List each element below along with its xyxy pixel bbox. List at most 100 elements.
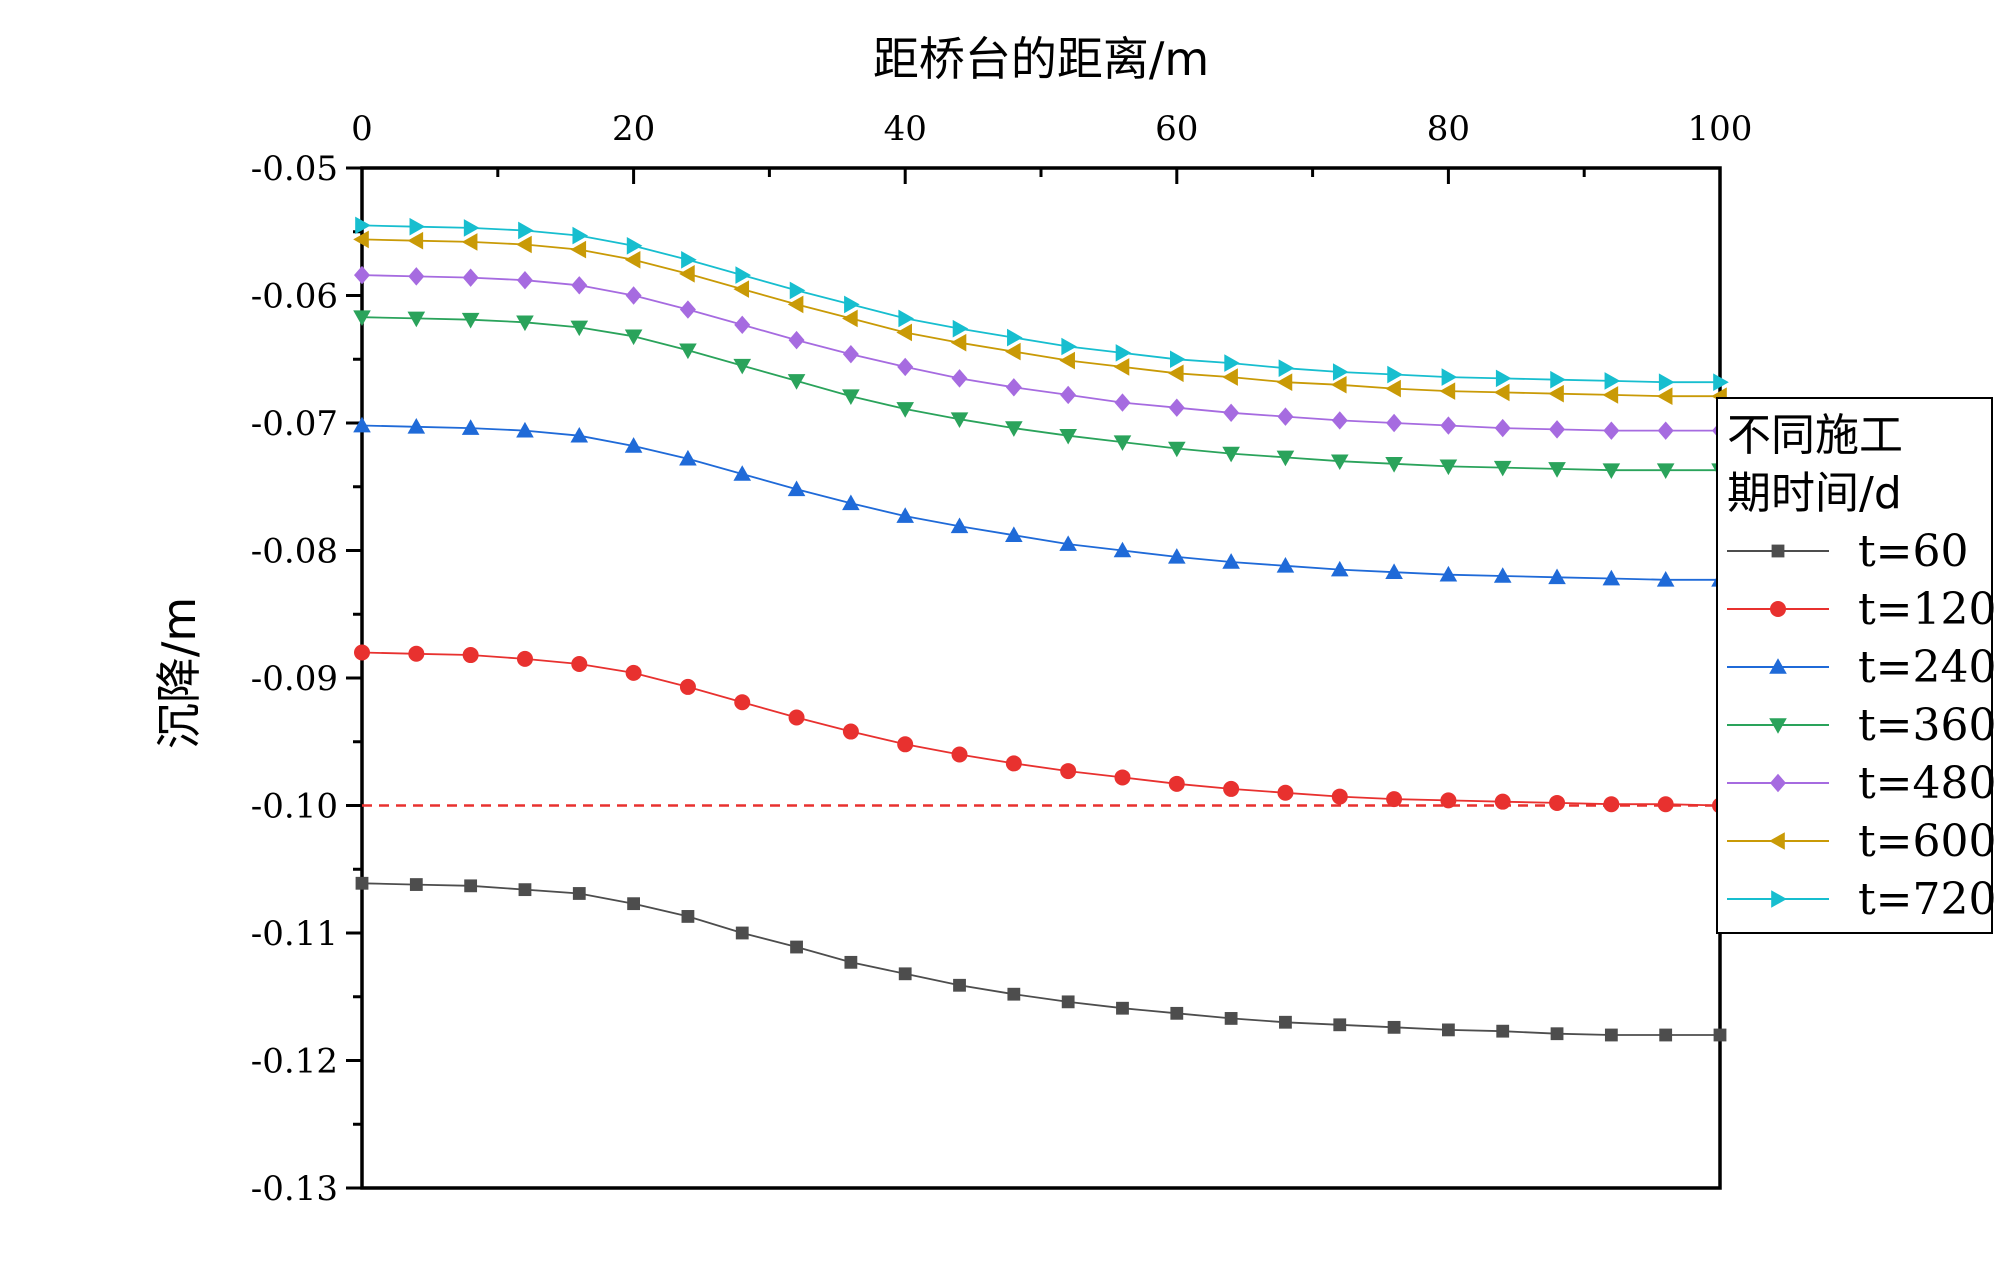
data-point [518, 883, 532, 897]
data-point [1277, 784, 1294, 801]
legend-marker [1771, 890, 1787, 908]
data-point [1386, 413, 1403, 433]
data-point [516, 650, 533, 667]
data-point [950, 333, 967, 352]
data-point [1168, 441, 1186, 458]
data-point [787, 295, 804, 314]
legend-marker [1770, 773, 1786, 793]
data-point [353, 230, 369, 249]
data-point [679, 343, 697, 360]
data-point [1331, 788, 1348, 805]
data-point [1168, 548, 1186, 564]
data-point [1168, 398, 1185, 417]
data-point [1440, 416, 1457, 435]
data-point [1005, 342, 1021, 361]
y-tick-label: -0.06 [251, 277, 338, 317]
data-point [681, 910, 695, 923]
data-point [1493, 567, 1512, 583]
data-point [516, 315, 534, 332]
data-point [1550, 1027, 1564, 1041]
y-tick-label: -0.10 [251, 787, 338, 827]
legend-title-line-1: 不同施工 [1727, 410, 1903, 461]
data-point [1223, 403, 1240, 422]
data-point [1440, 792, 1457, 809]
data-point [1387, 1020, 1401, 1034]
data-point [1713, 1028, 1727, 1042]
data-point [951, 746, 968, 763]
data-point [1330, 454, 1349, 471]
data-point [1602, 386, 1619, 404]
legend-entry: t=720 [1727, 874, 1997, 925]
data-point [1113, 358, 1130, 376]
data-point [733, 280, 750, 298]
x-tick-label: 80 [1427, 109, 1470, 149]
legend-marker [1769, 658, 1787, 674]
data-point [461, 233, 478, 251]
series-line [361, 238, 1720, 398]
series-2 [354, 644, 1728, 814]
data-point [1060, 763, 1077, 780]
data-point [516, 271, 533, 290]
data-point [1222, 446, 1240, 463]
data-point [1493, 460, 1512, 477]
data-point [1277, 407, 1294, 426]
series-group [353, 216, 1729, 1042]
data-point [735, 926, 749, 940]
data-point [1168, 364, 1184, 383]
data-point [1223, 780, 1240, 797]
data-point [462, 647, 479, 664]
data-point [897, 357, 914, 377]
y-tick-label: -0.07 [251, 404, 338, 444]
data-point [1713, 373, 1729, 391]
data-point [842, 309, 858, 328]
x-tick-label: 60 [1155, 109, 1198, 149]
data-point [571, 276, 588, 295]
data-point [735, 266, 752, 284]
data-point [464, 879, 478, 893]
legend-entries: t=60 t=120 t=240 t=360 t=480 t=600 t=720 [1727, 526, 1997, 925]
data-point [463, 219, 480, 237]
data-point [1548, 384, 1564, 403]
y-tick-label: -0.13 [251, 1169, 338, 1209]
series-line [361, 224, 1720, 384]
y-axis: -0.05 -0.06 -0.07 -0.08 -0.09 -0.10 -0.11 -0.12… [251, 149, 362, 1209]
data-point [1330, 375, 1347, 394]
data-point [1549, 794, 1566, 811]
data-point [1657, 796, 1674, 813]
data-point [624, 329, 643, 346]
data-point [407, 311, 426, 328]
data-point [679, 265, 695, 283]
legend-marker [1770, 601, 1786, 617]
data-point [897, 736, 914, 753]
data-point [353, 310, 371, 326]
data-point [1061, 337, 1077, 356]
x-axis-title: 距桥台的距离/m [873, 32, 1209, 86]
data-point [626, 236, 643, 255]
series-1 [355, 876, 1727, 1042]
y-axis-title: 沉降/m [152, 597, 206, 749]
data-point [1385, 379, 1401, 398]
data-point [1333, 1018, 1347, 1032]
data-point [896, 402, 914, 418]
legend-entry: t=240 [1727, 642, 1997, 693]
legend-marker [1769, 718, 1787, 734]
data-point [1656, 387, 1673, 406]
data-point [679, 678, 696, 695]
legend-label: t=360 [1858, 700, 1997, 751]
data-point [842, 494, 860, 511]
y-tick-label: -0.05 [251, 149, 338, 189]
data-point [951, 369, 968, 388]
data-point [1222, 368, 1238, 386]
data-point [1385, 563, 1403, 579]
legend-label: t=120 [1858, 584, 1997, 635]
x-axis: 0 20 40 60 80 100 [351, 109, 1752, 184]
data-point [355, 216, 371, 235]
data-point [1061, 995, 1075, 1009]
legend-label: t=480 [1858, 758, 1997, 809]
series-line [361, 316, 1720, 472]
data-point [842, 389, 860, 406]
data-point [896, 323, 912, 342]
data-point [1331, 411, 1348, 430]
data-point [1005, 421, 1023, 437]
data-point [733, 465, 752, 481]
